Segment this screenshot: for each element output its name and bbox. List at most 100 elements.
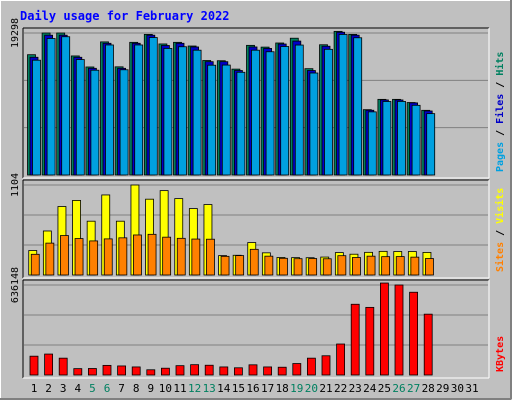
day-label-9: 9 [147, 382, 154, 395]
day-label-3: 3 [60, 382, 67, 395]
bar-visits-sites-day-8 [133, 234, 142, 276]
bar-hits-pages-day-9 [148, 37, 158, 176]
day-label-6: 6 [104, 382, 111, 395]
bar-visits-sites-day-7 [118, 237, 128, 276]
bar-hits-pages-day-18 [280, 46, 290, 176]
bar-hits-pages-day-5 [90, 69, 100, 176]
bar-hits-pages-day-28 [426, 113, 436, 176]
bar-visits-sites-day-20 [308, 258, 318, 276]
bar-hits-pages-day-10 [163, 48, 173, 176]
bar-kbytes-kbytes-day-15 [233, 367, 243, 376]
panel-visits: 1104 Sites / Visits [10, 173, 506, 279]
bar-kbytes-kbytes-day-22 [336, 343, 346, 376]
bar-kbytes-kbytes-day-7 [117, 365, 126, 376]
chart-title: Daily usage for February 2022 [20, 9, 230, 23]
bar-visits-sites-day-24 [366, 255, 376, 276]
bar-hits-pages-day-3 [61, 36, 71, 176]
bar-kbytes-kbytes-day-13 [204, 364, 214, 376]
legend-entry-0: Pages [495, 142, 506, 172]
day-label-4: 4 [74, 382, 81, 395]
bar-visits-sites-day-3 [60, 235, 69, 276]
day-label-8: 8 [133, 382, 140, 395]
bar-kbytes-kbytes-day-24 [365, 306, 375, 376]
bar-kbytes-kbytes-day-25 [379, 282, 389, 376]
day-label-25: 25 [378, 382, 391, 395]
bar-visits-sites-day-26 [395, 256, 405, 276]
bar-kbytes-kbytes-day-28 [423, 313, 433, 376]
bar-hits-pages-day-11 [178, 46, 187, 176]
bar-kbytes-kbytes-day-19 [292, 363, 302, 376]
bar-visits-sites-day-22 [337, 255, 347, 276]
day-label-23: 23 [349, 382, 362, 395]
bar-kbytes-kbytes-day-18 [277, 366, 287, 376]
day-label-2: 2 [45, 382, 52, 395]
panel-kbytes: 636148 KBytes [10, 267, 506, 379]
bar-hits-pages-day-15 [236, 71, 246, 176]
bar-kbytes-kbytes-day-27 [409, 291, 419, 376]
bar-hits-pages-day-16 [251, 49, 260, 176]
bar-hits-pages-day-25 [382, 101, 392, 176]
bar-visits-sites-day-23 [352, 257, 361, 276]
day-label-27: 27 [407, 382, 420, 395]
bar-kbytes-kbytes-day-11 [175, 365, 185, 376]
day-label-24: 24 [363, 382, 377, 395]
legend-entry-1: / [495, 124, 506, 142]
day-label-26: 26 [392, 382, 405, 395]
bar-visits-sites-day-17 [264, 255, 274, 276]
bar-hits-pages-day-26 [397, 101, 406, 176]
bar-kbytes-kbytes-day-21 [321, 355, 331, 376]
bar-visits-sites-day-2 [45, 242, 55, 276]
bar-kbytes-kbytes-day-10 [160, 367, 170, 376]
bar-kbytes-kbytes-day-26 [394, 284, 404, 376]
bar-kbytes-kbytes-day-12 [190, 364, 200, 376]
day-label-30: 30 [451, 382, 464, 395]
bar-kbytes-kbytes-day-4 [73, 368, 83, 376]
bar-visits-sites-day-12 [191, 238, 201, 276]
bar-visits-sites-day-1 [30, 253, 40, 276]
bar-visits-sites-day-5 [89, 240, 99, 276]
bar-hits-pages-day-20 [309, 72, 319, 176]
day-label-13: 13 [203, 382, 216, 395]
bar-kbytes-kbytes-day-16 [248, 364, 258, 376]
bar-kbytes-kbytes-day-8 [131, 366, 141, 376]
bar-visits-sites-day-15 [235, 255, 245, 276]
bar-hits-pages-day-24 [367, 111, 377, 176]
bar-hits-pages-day-21 [324, 48, 333, 176]
legend-entry-0: KBytes [495, 336, 506, 372]
bar-hits-pages-day-6 [105, 44, 114, 176]
bar-hits-pages-day-2 [46, 38, 56, 176]
day-label-20: 20 [305, 382, 318, 395]
panel-kbytes-legend: KBytes [495, 336, 506, 372]
bar-kbytes-kbytes-day-1 [29, 355, 39, 376]
day-label-17: 17 [261, 382, 274, 395]
panel-kbytes-plot-area [23, 280, 489, 378]
panel-visits-max-label: 1104 [10, 173, 21, 197]
legend-entry-4: Hits [494, 52, 506, 76]
bar-hits-pages-day-13 [207, 64, 217, 176]
bar-visits-sites-day-14 [220, 255, 230, 276]
bar-hits-pages-day-14 [221, 64, 231, 176]
legend-entry-2: Visits [494, 188, 506, 224]
bar-visits-sites-day-4 [74, 238, 84, 276]
bar-hits-pages-day-27 [411, 104, 421, 176]
day-label-18: 18 [276, 382, 289, 395]
day-label-16: 16 [246, 382, 259, 395]
bar-hits-pages-day-17 [265, 51, 275, 176]
bar-hits-pages-day-19 [294, 44, 304, 176]
bar-visits-sites-day-16 [249, 248, 259, 276]
legend-entry-3: / [495, 76, 506, 94]
day-label-11: 11 [173, 382, 186, 395]
day-label-31: 31 [465, 382, 478, 395]
bar-visits-sites-day-21 [322, 258, 332, 276]
chart-panels: 19298 Pages / Files / Hits 1104 Sites / Vis… [10, 18, 506, 379]
bar-visits-sites-day-27 [410, 256, 420, 276]
bar-kbytes-kbytes-day-6 [102, 364, 112, 376]
bar-visits-sites-day-28 [425, 258, 434, 276]
bar-kbytes-kbytes-day-9 [146, 369, 156, 376]
day-label-7: 7 [118, 382, 125, 395]
panel-visits-legend: Sites / Visits [494, 188, 506, 272]
bar-visits-sites-day-6 [103, 238, 113, 276]
legend-entry-1: / [495, 224, 506, 242]
